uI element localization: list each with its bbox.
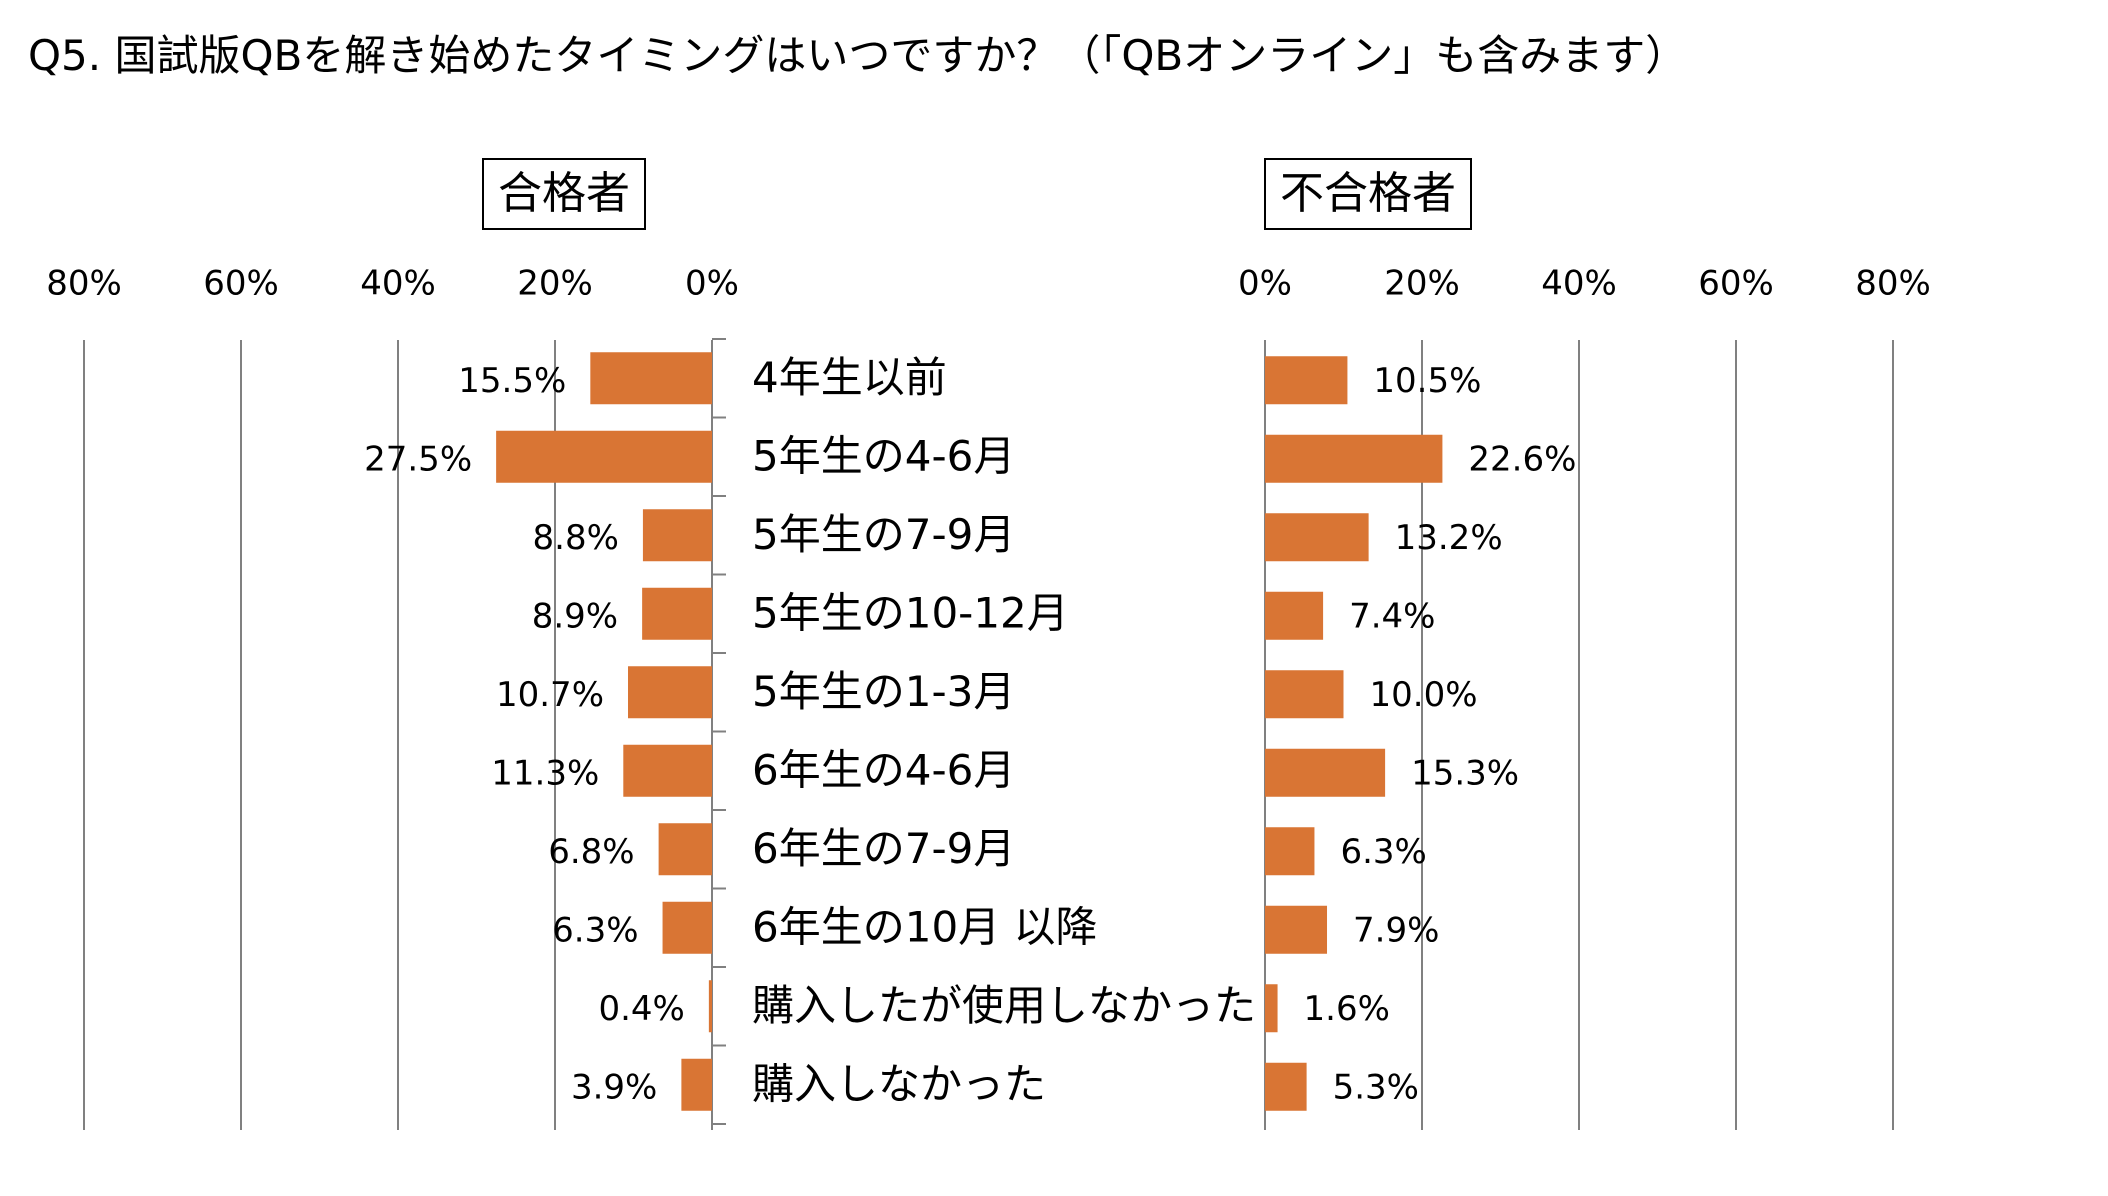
data-label-passed: 15.5% [458,361,566,401]
data-label-failed: 10.0% [1370,675,1478,715]
x-tick-label-left: 40% [360,264,436,304]
bar-failed [1265,905,1328,954]
data-label-passed: 3.9% [571,1067,657,1107]
data-label-failed: 7.4% [1349,596,1435,636]
category-label: 6年生の7-9月 [752,824,1015,873]
bar-failed [1265,356,1348,405]
data-label-passed: 8.9% [532,596,618,636]
data-label-failed: 5.3% [1333,1067,1419,1107]
data-label-passed: 6.8% [548,832,634,872]
x-tick-label-right: 0% [1238,264,1292,304]
bar-passed [708,980,712,1033]
data-label-passed: 6.3% [552,910,638,950]
data-label-passed: 11.3% [491,753,599,793]
data-label-failed: 1.6% [1304,989,1390,1029]
category-label: 購入したが使用しなかった [752,981,1256,1030]
bar-passed [681,1058,712,1111]
x-tick-label-right: 60% [1698,264,1774,304]
category-label: 5年生の4-6月 [752,431,1015,480]
category-label: 5年生の10-12月 [752,588,1069,637]
data-label-passed: 27.5% [364,439,472,479]
x-tick-label-left: 0% [685,264,739,304]
bar-failed [1265,513,1369,562]
x-tick-label-right: 80% [1855,264,1931,304]
x-tick-label-left: 20% [517,264,593,304]
category-label: 5年生の1-3月 [752,667,1015,716]
bar-failed [1265,984,1278,1033]
x-tick-label-right: 40% [1541,264,1617,304]
chart-title: Q5. 国試版QBを解き始めたタイミングはいつですか？（「QBオンライン」も含み… [28,31,1688,80]
bar-passed [662,901,712,954]
data-label-failed: 22.6% [1468,439,1576,479]
category-label: 6年生の10月 以降 [752,902,1098,951]
data-label-passed: 10.7% [496,675,604,715]
bar-passed [642,587,712,640]
bar-passed [623,744,712,797]
bar-failed [1265,670,1344,719]
data-label-passed: 0.4% [598,989,684,1029]
data-label-failed: 6.3% [1340,832,1426,872]
bar-passed [496,430,712,483]
category-label: 4年生以前 [752,353,947,402]
x-tick-label-right: 20% [1384,264,1460,304]
bar-failed [1265,1062,1307,1111]
x-tick-label-left: 80% [46,264,122,304]
data-label-passed: 8.8% [533,518,619,558]
bar-passed [628,666,712,719]
panel-label-failed: 不合格者 [1264,158,1472,230]
bar-passed [590,352,712,405]
x-tick-label-left: 60% [203,264,279,304]
bar-failed [1265,591,1324,640]
category-label: 6年生の4-6月 [752,745,1015,794]
data-label-failed: 15.3% [1411,753,1519,793]
data-label-failed: 13.2% [1395,518,1503,558]
data-label-failed: 10.5% [1373,361,1481,401]
data-label-failed: 7.9% [1353,910,1439,950]
category-label: 5年生の7-9月 [752,510,1015,559]
panel-label-passed: 合格者 [482,158,646,230]
category-label: 購入しなかった [752,1059,1046,1108]
bar-failed [1265,748,1386,797]
bar-failed [1265,827,1315,876]
bar-passed [658,823,712,876]
bar-passed [642,509,712,562]
bar-failed [1265,434,1443,483]
